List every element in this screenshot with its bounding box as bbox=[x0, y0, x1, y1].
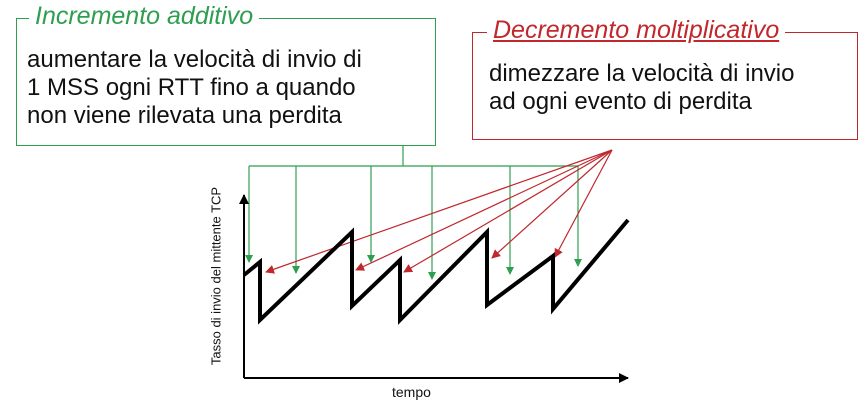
multiplicative-decrease-title: Decremento moltiplicativo bbox=[487, 15, 786, 45]
multiplicative-decrease-box: Decremento moltiplicativo dimezzare la v… bbox=[472, 15, 858, 140]
additive-increase-title: Incremento additivo bbox=[29, 1, 260, 31]
y-axis-label: Tasso di invio del mittente TCP bbox=[208, 186, 224, 366]
loss-arrow-4 bbox=[491, 149, 613, 259]
additive-line-3: non viene rilevata una perdita bbox=[27, 102, 342, 129]
additive-line-1: aumentare la velocità di invio di bbox=[27, 46, 362, 73]
additive-arrows bbox=[245, 146, 582, 280]
multiplicative-arrows bbox=[265, 149, 613, 274]
multiplicative-line-2: ad ogni evento di perdita bbox=[489, 88, 752, 115]
loss-arrow-5 bbox=[554, 149, 613, 258]
additive-increase-description: aumentare la velocità di invio di 1 MSS … bbox=[27, 46, 362, 130]
additive-line-2: 1 MSS ogni RTT fino a quando bbox=[27, 74, 356, 101]
x-axis-label: tempo bbox=[392, 384, 431, 400]
multiplicative-line-1: dimezzare la velocità di invio bbox=[489, 60, 795, 87]
multiplicative-decrease-description: dimezzare la velocità di invio ad ogni e… bbox=[489, 60, 794, 116]
loss-arrow-1 bbox=[265, 149, 613, 274]
sawtooth-line bbox=[242, 218, 630, 325]
loss-arrow-3 bbox=[403, 149, 613, 273]
loss-arrow-2 bbox=[355, 149, 613, 271]
axes bbox=[239, 194, 629, 383]
additive-increase-box: Incremento additivo aumentare la velocit… bbox=[16, 1, 436, 146]
